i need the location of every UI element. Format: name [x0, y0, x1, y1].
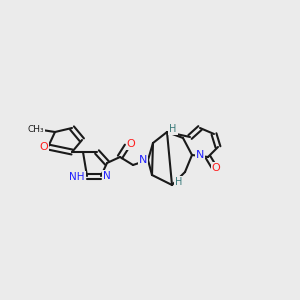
Text: H: H	[175, 177, 183, 187]
Text: CH₃: CH₃	[28, 124, 44, 134]
Text: O: O	[212, 163, 220, 173]
Text: N: N	[196, 150, 204, 160]
Text: N: N	[103, 171, 111, 181]
Text: NH: NH	[70, 172, 85, 182]
Text: O: O	[127, 139, 135, 149]
Text: O: O	[40, 142, 48, 152]
Text: H: H	[169, 124, 177, 134]
Text: N: N	[139, 155, 147, 165]
